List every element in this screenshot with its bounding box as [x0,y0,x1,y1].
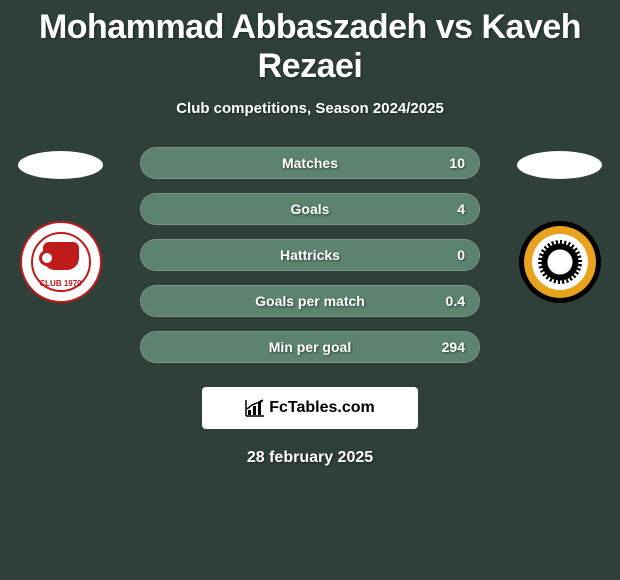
date-label: 28 february 2025 [0,449,620,467]
chart-increase-icon [245,399,265,417]
stat-rows: Matches 10 Goals 4 Hattricks 0 Goals per… [140,147,480,363]
stat-label: Goals per match [255,293,365,309]
stat-label: Min per goal [269,339,351,355]
page-subtitle: Club competitions, Season 2024/2025 [0,100,620,117]
left-club-logo-icon: CLUB 1970 [20,221,102,303]
stat-right-value: 294 [442,339,465,355]
right-player-placeholder-icon [517,151,602,179]
brand-text: FcTables.com [269,399,375,417]
stat-row-min-per-goal: Min per goal 294 [140,331,480,363]
stat-right-value: 0 [457,247,465,263]
stat-label: Hattricks [280,247,340,263]
left-player-placeholder-icon [18,151,103,179]
stat-right-value: 0.4 [446,293,465,309]
stat-row-hattricks: Hattricks 0 [140,239,480,271]
stat-label: Goals [291,201,330,217]
right-club-logo-icon [519,221,601,303]
stat-row-goals: Goals 4 [140,193,480,225]
page-title: Mohammad Abbaszadeh vs Kaveh Rezaei [0,0,620,86]
stat-row-matches: Matches 10 [140,147,480,179]
stat-row-goals-per-match: Goals per match 0.4 [140,285,480,317]
stat-label: Matches [282,155,338,171]
comparison-content: CLUB 1970 Matches 10 Goals 4 Hattricks 0 [0,147,620,467]
stat-right-value: 4 [457,201,465,217]
right-player-column [517,147,602,303]
left-player-column: CLUB 1970 [18,147,103,303]
stat-right-value: 10 [449,155,465,171]
brand-box: FcTables.com [202,387,418,429]
